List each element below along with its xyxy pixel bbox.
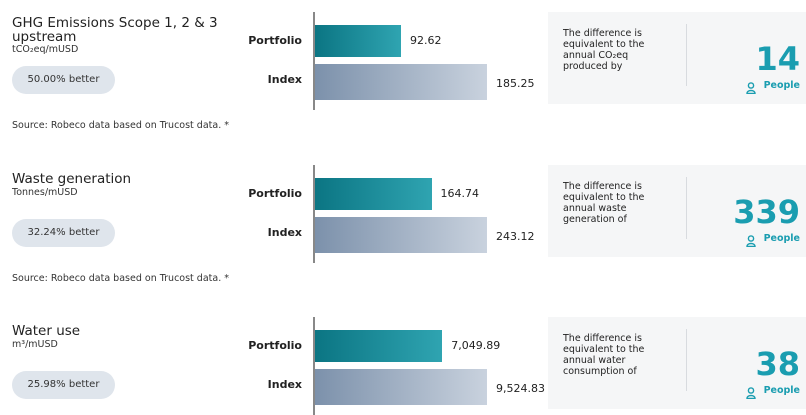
bar [315,64,487,100]
icon [746,82,756,95]
bar [315,369,487,405]
category-label: Portfolio [248,34,302,47]
source-note: Source: Robeco data based on Trucost dat… [12,120,229,131]
bar [315,178,432,210]
info-card [548,12,806,104]
unit-label: Tonnes/mUSD [12,187,78,198]
value-label: 185.25 [496,77,535,90]
note-text: The difference is equivalent to the annu… [563,181,645,225]
people-icon [746,384,756,400]
bar [315,25,401,57]
unit-label: m³/mUSD [12,339,58,350]
category-label: Index [267,73,302,86]
axis-line [313,317,315,415]
people-label: People [763,233,800,244]
count: 339 [733,193,800,231]
axis-line [313,12,315,110]
note-text: The difference is equivalent to the annu… [563,28,645,72]
icon [746,235,756,248]
page: (() => { const data = JSON.parse(documen… [12,12,806,415]
people-icon [746,232,756,248]
value-label: 243.12 [496,230,535,243]
badge: 50.00% better [12,66,115,94]
bar [315,217,487,253]
people-label: People [763,80,800,91]
note-text: The difference is equivalent to the annu… [563,333,645,377]
category-label: Index [267,378,302,391]
category-label: Index [267,226,302,239]
divider [686,24,687,86]
divider [686,329,687,391]
info-card [548,165,806,257]
value-label: 7,049.89 [451,339,501,352]
people-label: People [763,385,800,396]
count: 38 [755,345,800,383]
section-title: Waste generation [12,171,132,187]
divider [686,177,687,239]
source-note: Source: Robeco data based on Trucost dat… [12,273,229,284]
count: 14 [755,40,800,78]
badge: 32.24% better [12,219,115,247]
info-card [548,317,806,409]
bar [315,330,443,362]
unit-label: tCO₂eq/mUSD [12,44,79,55]
badge: 25.98% better [12,371,115,399]
icon [746,387,756,400]
section-title: GHG Emissions Scope 1, 2 & 3 upstream [12,15,218,45]
section-title: Water use [12,323,81,339]
people-icon [746,79,756,95]
value-label: 92.62 [409,34,442,47]
category-label: Portfolio [248,339,302,352]
value-label: 9,524.83 [496,382,545,395]
category-label: Portfolio [248,187,302,200]
value-label: 164.74 [440,187,480,200]
axis-line [313,165,315,263]
